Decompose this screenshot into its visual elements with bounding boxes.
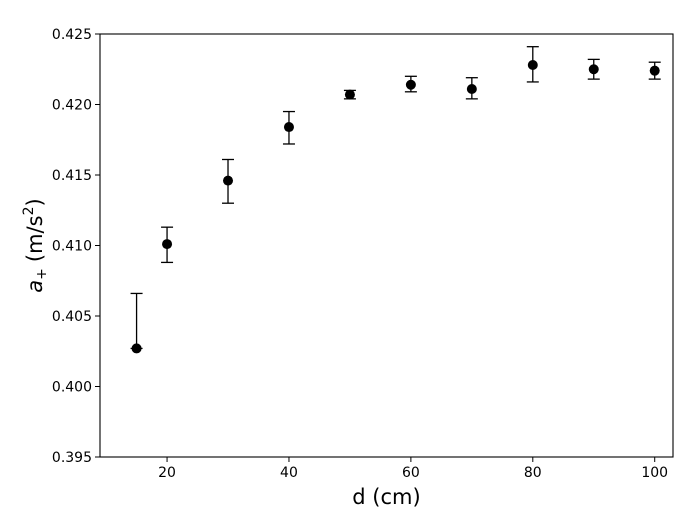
y-tick-label: 0.400 (52, 380, 92, 396)
y-tick-label: 0.395 (52, 450, 92, 466)
y-axis-label: a+(m/s2) (21, 198, 50, 292)
x-tick-label: 20 (158, 465, 176, 481)
y-tick-label: 0.410 (52, 239, 92, 255)
x-tick-label: 100 (641, 465, 668, 481)
x-axis-ticks: 20 40 60 80 100 (158, 457, 668, 481)
y-tick-label: 0.405 (52, 309, 92, 325)
plot-frame (99, 33, 674, 458)
x-axis-label: d (cm) (352, 485, 420, 509)
data-point (223, 175, 234, 186)
y-tick-label: 0.425 (52, 27, 92, 43)
y-axis-ticks: 0.395 0.400 0.405 0.410 0.415 0.420 0.425 (52, 27, 100, 466)
data-point (466, 83, 477, 94)
data-point (649, 65, 660, 76)
y-tick-label: 0.415 (52, 168, 92, 184)
y-tick-label: 0.420 (52, 98, 92, 114)
data-point (344, 89, 355, 100)
data-points (131, 60, 660, 354)
plot-area (100, 34, 673, 457)
x-tick-label: 60 (402, 465, 420, 481)
x-tick-label: 80 (524, 465, 542, 481)
data-point (527, 60, 538, 71)
data-point (162, 239, 173, 250)
data-point (588, 64, 599, 75)
data-point (405, 79, 416, 90)
x-tick-label: 40 (280, 465, 298, 481)
data-point (283, 122, 294, 133)
data-point (131, 343, 142, 354)
